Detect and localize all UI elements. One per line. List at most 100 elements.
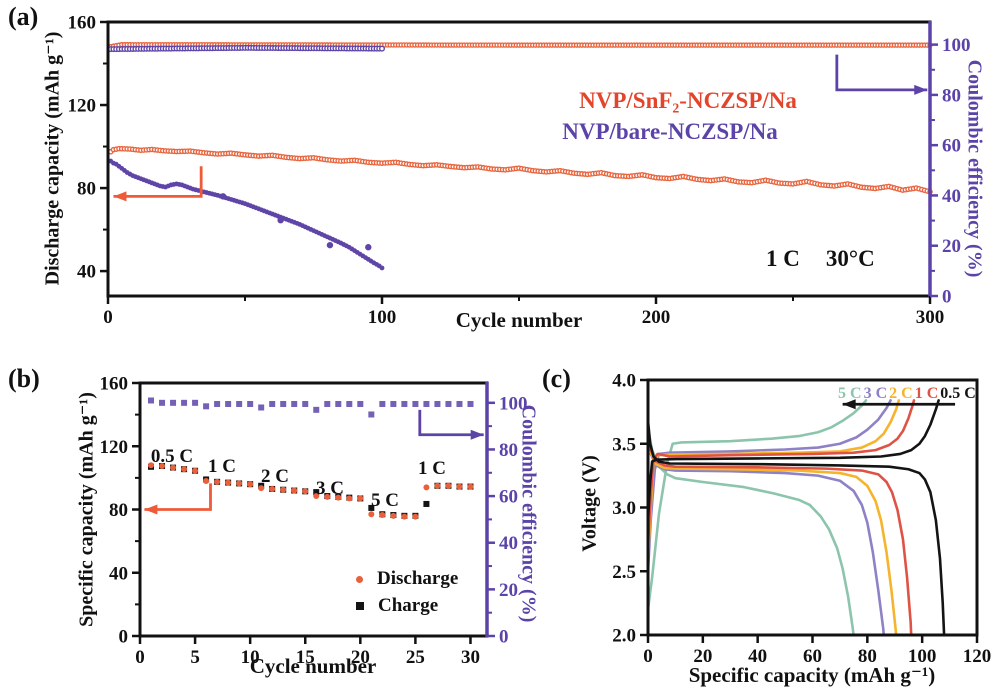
series-line <box>646 419 946 637</box>
rate-label-1c-recovery: 1 C <box>418 458 446 479</box>
c-rate-1c: 1 C <box>914 385 939 402</box>
arrowhead <box>113 191 127 202</box>
series-line <box>646 399 940 522</box>
data-point <box>324 400 331 407</box>
data-point <box>368 504 375 511</box>
c-rate-0p5c: 0.5 C <box>940 385 976 402</box>
tick-label: 20 <box>351 647 370 668</box>
panel-a-letter: (a) <box>8 2 39 31</box>
data-point <box>170 464 177 471</box>
series-line <box>646 399 892 573</box>
panel-c-y-axis-title: Voltage (V) <box>578 455 601 552</box>
data-point <box>357 495 364 502</box>
data-point <box>434 482 441 489</box>
rate-label-2c: 2 C <box>261 466 289 487</box>
data-point <box>181 399 188 406</box>
tick-label: 3.5 <box>612 434 636 455</box>
tick-label: 0 <box>135 647 145 668</box>
data-point <box>401 513 408 520</box>
data-point <box>277 217 284 224</box>
data-point <box>379 45 386 52</box>
data-point <box>379 265 385 271</box>
tick-label: 30 <box>461 647 480 668</box>
rate-label-3c: 3 C <box>316 478 344 499</box>
data-point <box>247 400 254 407</box>
data-point <box>236 400 243 407</box>
data-point <box>357 400 364 407</box>
data-point <box>214 400 221 407</box>
series-line <box>646 427 855 637</box>
data-point <box>148 462 155 469</box>
data-point <box>192 399 199 406</box>
panel-a-rate-annotation: 1 C <box>766 246 800 271</box>
data-point <box>467 400 474 407</box>
panel-c: 0 20 40 60 80 100 120 2.0 2.5 3.0 3.5 4.0 <box>612 371 991 668</box>
data-point <box>456 400 463 407</box>
data-point <box>247 481 254 488</box>
tick-label: 0 <box>942 287 952 308</box>
tick-label: 120 <box>68 96 97 117</box>
data-point <box>401 400 408 407</box>
annotation-arrow <box>113 166 203 198</box>
legend-row-charge: Charge <box>356 595 458 617</box>
data-point <box>456 483 463 490</box>
data-point <box>423 484 430 491</box>
data-point <box>423 400 430 407</box>
tick-label: 80 <box>499 440 518 461</box>
data-point <box>445 400 452 407</box>
tick-label: 100 <box>908 646 937 667</box>
data-point <box>159 399 166 406</box>
data-point <box>203 478 210 485</box>
series-line <box>646 432 898 637</box>
panel-a-legend-bare: NVP/bare-NCZSP/Na <box>562 119 778 144</box>
data-point <box>291 400 298 407</box>
data-point <box>467 483 474 490</box>
c-rate-2c: 2 C <box>889 385 913 402</box>
data-point <box>181 466 188 473</box>
legend-discharge-label: Discharge <box>377 568 459 589</box>
panel-a: 0 100 200 300 40 80 120 160 0 20 40 60 80 100 <box>68 13 971 329</box>
data-point <box>390 400 397 407</box>
rate-label-1c: 1 C <box>208 456 236 477</box>
tick-label: 0 <box>103 307 113 328</box>
rate-label-5c: 5 C <box>371 490 399 511</box>
tick-label: 80 <box>77 179 96 200</box>
tick-label: 60 <box>803 646 822 667</box>
tick-label: 15 <box>296 647 315 668</box>
data-point <box>445 482 452 489</box>
tick-label: 100 <box>942 35 971 56</box>
data-point <box>346 400 353 407</box>
data-point <box>379 512 386 519</box>
data-point <box>258 404 265 411</box>
data-point <box>269 485 276 492</box>
tick-label: 10 <box>241 647 260 668</box>
panel-b-x-axis-title: Cycle number <box>249 654 377 678</box>
panel-a-test-condition: 1 C 30°C <box>766 246 875 272</box>
tick-label: 25 <box>406 647 425 668</box>
tick-label: 200 <box>642 307 671 328</box>
data-point <box>203 403 210 410</box>
panel-b-letter: (b) <box>8 364 40 393</box>
arrowhead <box>470 429 484 440</box>
data-point <box>313 493 320 500</box>
arrowhead <box>144 504 158 515</box>
data-point <box>412 513 419 520</box>
tick-label: 0 <box>499 627 509 648</box>
legend-row-discharge: Discharge <box>356 568 458 590</box>
data-point <box>412 400 419 407</box>
panel-c-x-axis-title: Specific capacity (mAh g⁻¹) <box>688 663 936 687</box>
data-point <box>236 480 243 487</box>
tick-label: 4.0 <box>612 371 636 392</box>
tick-label: 100 <box>499 393 528 414</box>
tick-label: 300 <box>916 307 945 328</box>
tick-label: 60 <box>942 136 961 157</box>
tick-label: 5 <box>190 647 200 668</box>
data-point <box>368 411 375 418</box>
data-point <box>148 397 155 404</box>
charge-marker-icon <box>356 602 364 610</box>
data-point <box>390 512 397 519</box>
data-point <box>219 193 227 200</box>
panel-b: 0 5 10 15 20 25 30 0 40 80 120 160 0 20 40 60 80 100 <box>100 374 528 669</box>
panel-b-legend: Discharge Charge <box>356 568 458 617</box>
